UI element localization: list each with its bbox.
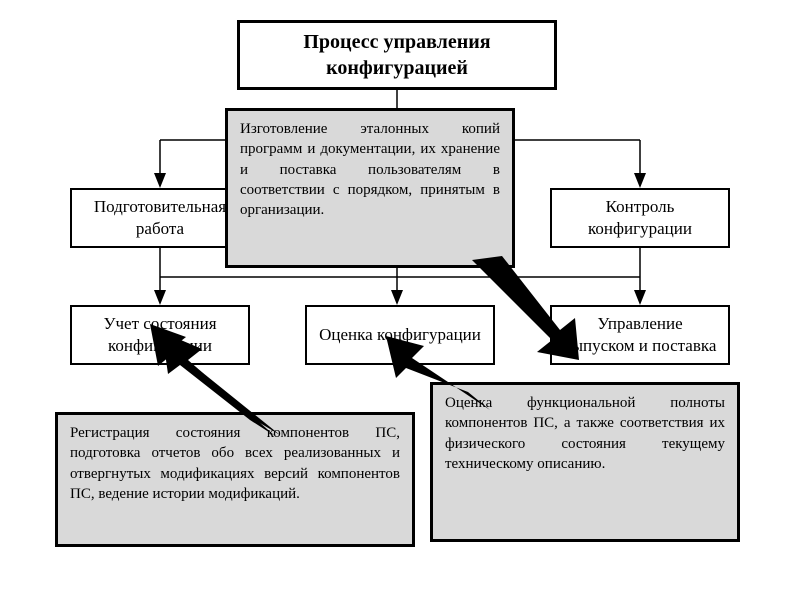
- node-eval-label: Оценка конфигурации: [319, 324, 481, 346]
- node-control-label: Контроль конфигурации: [562, 196, 718, 240]
- callout-eval: Оценка функциональной полноты компоненто…: [430, 382, 740, 542]
- title-node: Процесс управления конфигурацией: [237, 20, 557, 90]
- title-text: Процесс управления конфигурацией: [250, 29, 544, 81]
- node-status: Учет состояния конфигурации: [70, 305, 250, 365]
- node-eval: Оценка конфигурации: [305, 305, 495, 365]
- callout-eval-text: Оценка функциональной полноты компоненто…: [445, 395, 725, 472]
- callout-status: Регистрация состояния компонентов ПС, по…: [55, 412, 415, 547]
- callout-ident-text: Изготовление эталонных копий программ и …: [240, 121, 500, 218]
- node-prep-label: Подготовительная работа: [82, 196, 238, 240]
- node-release-label: Управление выпуском и поставка: [562, 313, 718, 357]
- node-prep: Подготовительная работа: [70, 188, 250, 248]
- node-release: Управление выпуском и поставка: [550, 305, 730, 365]
- callout-status-text: Регистрация состояния компонентов ПС, по…: [70, 425, 400, 502]
- callout-ident: Изготовление эталонных копий программ и …: [225, 108, 515, 268]
- node-control: Контроль конфигурации: [550, 188, 730, 248]
- node-status-label: Учет состояния конфигурации: [82, 313, 238, 357]
